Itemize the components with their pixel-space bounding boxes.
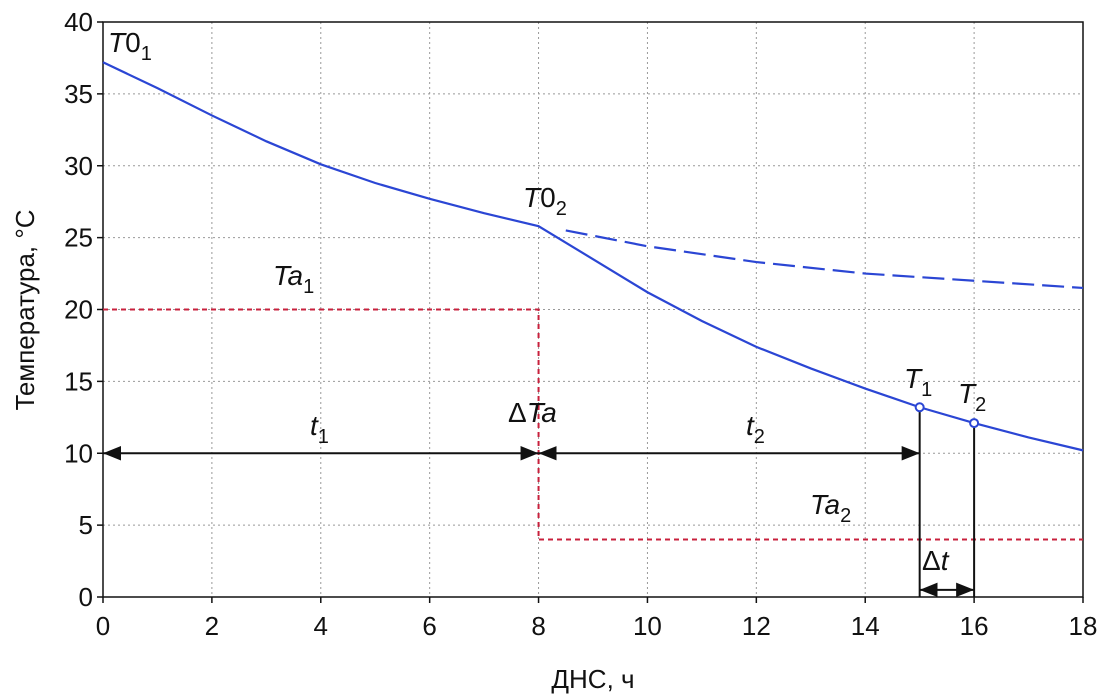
annotation-sub: 2: [556, 198, 567, 220]
annotation-mid: 0: [125, 27, 141, 58]
annotation-sub: 2: [840, 505, 851, 527]
annotation: ΔTa: [508, 397, 557, 428]
annotation-main: T: [108, 27, 127, 58]
x-tick-label: 6: [422, 611, 436, 641]
annotation: Δt: [922, 545, 950, 576]
annotation-sub: 1: [303, 276, 314, 298]
annotation: T02: [523, 182, 567, 220]
annotation: T01: [108, 27, 152, 65]
annotation: t2: [746, 410, 765, 448]
y-tick-label: 25: [64, 223, 93, 253]
point-marker: [914, 402, 925, 413]
point-marker: [969, 418, 980, 429]
y-tick-label: 40: [64, 7, 93, 37]
annotation-pre: Δ: [508, 397, 527, 428]
x-tick-label: 16: [960, 611, 989, 641]
annotation-pre: Δ: [922, 545, 941, 576]
series-line: [565, 229, 1084, 290]
y-tick-label: 30: [64, 151, 93, 181]
annotation-sub: 1: [318, 426, 329, 448]
annotation-main: t: [310, 410, 319, 441]
y-axis-label: Температура, °С: [10, 209, 40, 410]
x-tick-label: 0: [96, 611, 110, 641]
x-axis-label: ДНС, ч: [551, 664, 634, 694]
y-tick-label: 10: [64, 438, 93, 468]
x-tick-label: 12: [742, 611, 771, 641]
y-tick-label: 0: [79, 582, 93, 612]
x-tick-label: 18: [1069, 611, 1098, 641]
annotation: Ta1: [273, 260, 314, 298]
annotation-main: Ta: [273, 260, 303, 291]
annotation: T2: [958, 378, 986, 416]
x-tick-label: 14: [851, 611, 880, 641]
y-tick-label: 35: [64, 79, 93, 109]
y-tick-label: 5: [79, 510, 93, 540]
y-tick-label: 20: [64, 295, 93, 325]
series-line: [103, 308, 1083, 541]
annotation-main: t: [941, 545, 950, 576]
annotation-sub: 1: [141, 43, 152, 65]
series-line: [102, 61, 1084, 452]
annotation-main: T: [958, 378, 977, 409]
x-tick-label: 2: [205, 611, 219, 641]
x-tick-label: 4: [314, 611, 328, 641]
annotation-sub: 1: [921, 379, 932, 401]
annotation-main: Ta: [810, 489, 840, 520]
annotation: t1: [310, 410, 329, 448]
x-tick-label: 10: [633, 611, 662, 641]
annotation: T1: [904, 363, 932, 401]
annotation: Ta2: [810, 489, 851, 527]
annotation-main: T: [904, 363, 923, 394]
annotation-main: T: [523, 182, 542, 213]
y-tick-label: 15: [64, 366, 93, 396]
annotation-main: Ta: [527, 397, 557, 428]
annotation-mid: 0: [540, 182, 556, 213]
annotation-sub: 2: [975, 394, 986, 416]
x-tick-label: 8: [531, 611, 545, 641]
annotation-main: t: [746, 410, 755, 441]
annotation-sub: 2: [754, 426, 765, 448]
